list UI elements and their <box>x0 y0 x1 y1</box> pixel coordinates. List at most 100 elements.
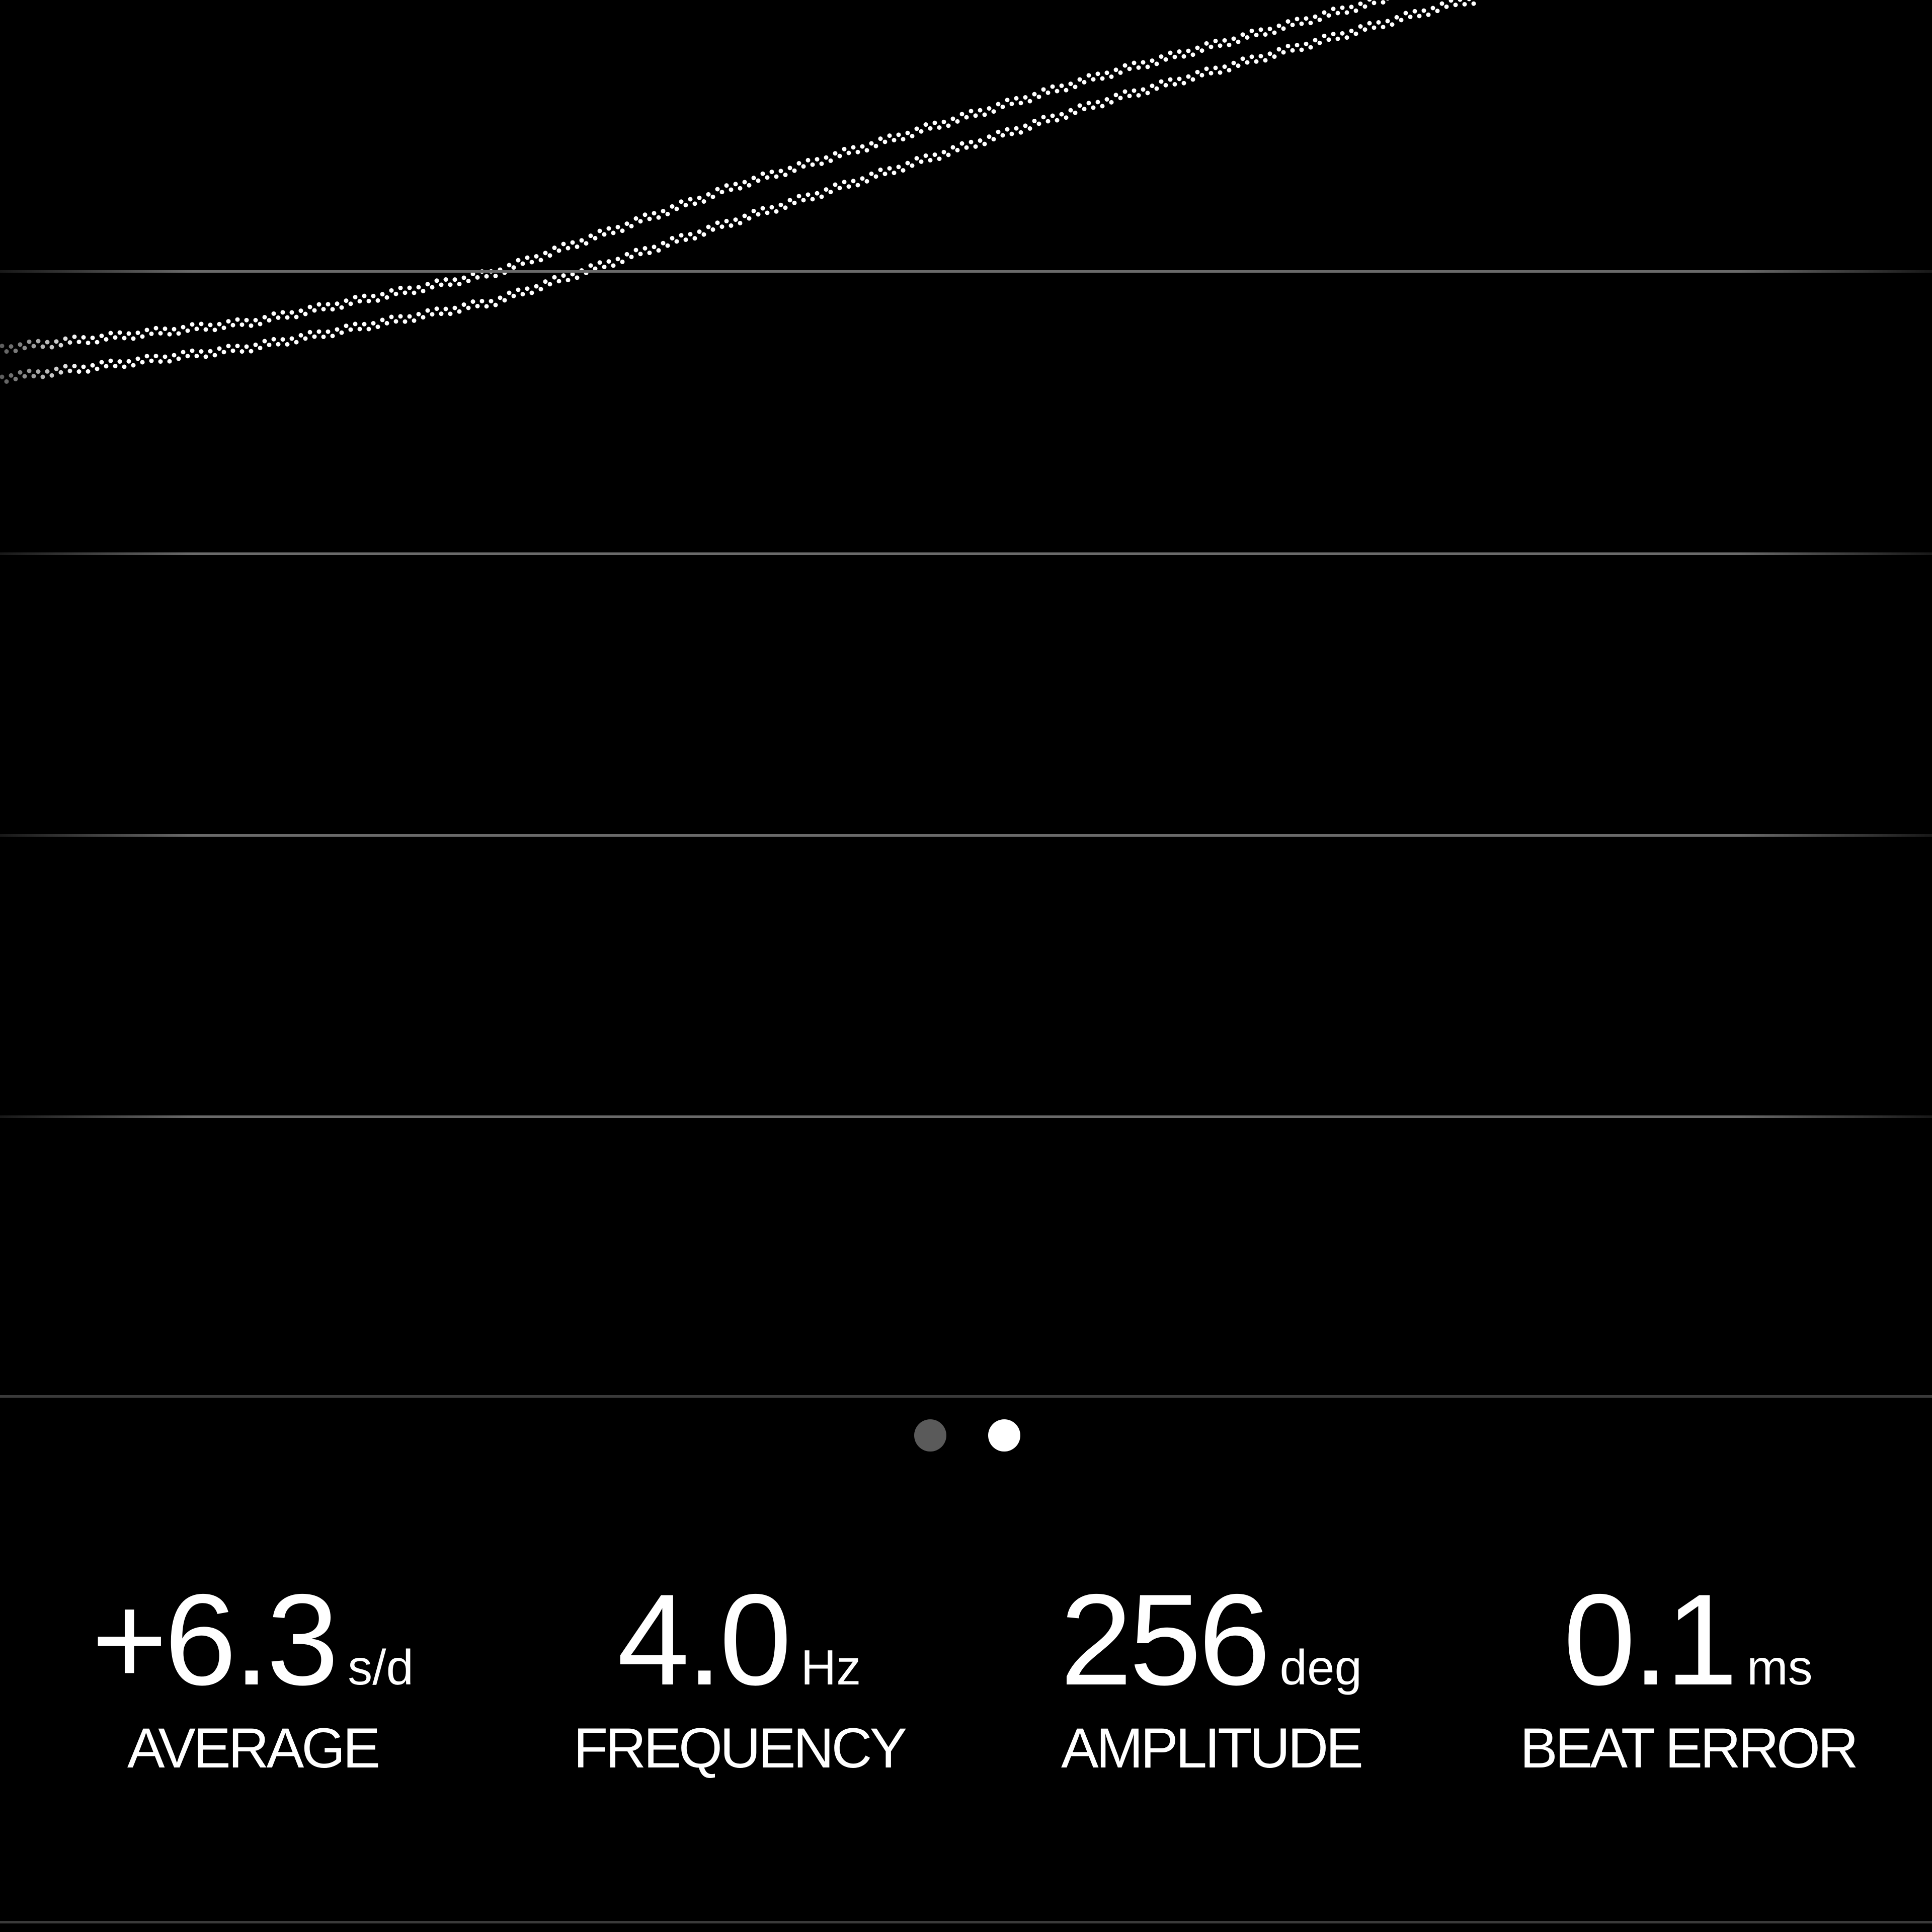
trace-point <box>452 305 457 310</box>
page-indicator[interactable] <box>0 1419 1932 1452</box>
trace-point <box>27 339 32 344</box>
trace-point <box>421 315 426 320</box>
trace-point <box>76 369 82 374</box>
trace-point <box>851 145 856 150</box>
trace-point <box>910 163 915 168</box>
trace-point <box>1045 119 1051 124</box>
trace-point <box>0 344 5 349</box>
gridline <box>0 1115 1932 1118</box>
trace-point <box>1132 88 1137 93</box>
trace-point <box>1295 43 1300 48</box>
trace-point <box>375 298 380 303</box>
trace-point <box>1050 113 1055 118</box>
bottom-divider <box>0 1921 1932 1923</box>
trace-point <box>593 266 598 271</box>
trace-point <box>1349 5 1354 10</box>
trace-point <box>1100 104 1105 109</box>
stat-label: FREQUENCY <box>573 1717 907 1780</box>
trace-point <box>1181 54 1186 59</box>
trace-point <box>665 243 670 248</box>
trace-point <box>683 237 688 242</box>
trace-point <box>1218 70 1223 75</box>
trace-point <box>1041 87 1046 92</box>
trace-point <box>901 168 906 173</box>
trace-point <box>1055 118 1060 123</box>
trace-point <box>991 137 996 142</box>
trace-point <box>824 187 829 192</box>
trace-point <box>1322 10 1327 15</box>
page-dot-1[interactable] <box>914 1419 946 1452</box>
trace-point <box>81 335 86 340</box>
trace-point <box>1281 26 1286 31</box>
trace-point <box>230 323 235 328</box>
trace-point <box>1467 0 1472 2</box>
trace-point <box>475 275 480 280</box>
trace-point <box>1304 16 1309 21</box>
trace-point <box>516 258 521 263</box>
page-dot-2-active[interactable] <box>988 1419 1020 1452</box>
trace-point <box>375 325 380 330</box>
trace-point <box>615 224 620 229</box>
trace-point <box>1381 0 1386 5</box>
trace-point <box>801 164 806 169</box>
trace-point <box>674 206 679 211</box>
trace-point <box>1186 74 1191 79</box>
trace-point <box>1412 9 1417 14</box>
trace-point <box>1005 127 1010 132</box>
trace-point <box>493 274 498 279</box>
trace-point <box>597 228 602 233</box>
trace-point <box>1340 5 1345 10</box>
trace-point <box>1190 52 1195 57</box>
trace-point <box>688 197 693 202</box>
trace-point <box>1141 60 1146 65</box>
trace-point <box>1335 11 1340 16</box>
trace-point <box>566 246 571 251</box>
trace-point <box>117 359 122 364</box>
trace-point <box>425 282 430 287</box>
trace-point <box>1113 67 1118 72</box>
trace-point <box>58 343 63 348</box>
trace-point <box>1122 89 1128 94</box>
trace-point <box>172 353 177 358</box>
trace-point <box>937 156 942 162</box>
trace-point <box>1127 94 1132 99</box>
trace-point <box>846 150 851 155</box>
trace-point <box>199 349 204 354</box>
trace-point <box>1064 115 1069 120</box>
trace-point <box>697 195 702 200</box>
trace-point <box>144 354 149 359</box>
trace-point <box>1335 36 1340 41</box>
trace-point <box>104 337 109 342</box>
trace-point <box>1172 82 1177 87</box>
trace-point <box>40 374 45 379</box>
trace-point <box>656 248 661 253</box>
trace-point <box>1240 32 1245 37</box>
trace-point <box>63 336 68 341</box>
trace-point <box>1313 14 1318 19</box>
trace-point <box>706 224 711 229</box>
trace-point <box>638 219 643 224</box>
trace-point <box>1417 14 1422 19</box>
trace-point <box>747 216 752 221</box>
trace-point <box>978 108 983 113</box>
trace-point <box>1394 15 1399 20</box>
trace-point <box>226 344 231 349</box>
trace-point <box>575 244 580 249</box>
trace-point <box>1285 19 1291 24</box>
trace-point <box>1403 11 1408 16</box>
trace-point <box>842 180 847 185</box>
trace-point <box>774 209 779 214</box>
trace-point <box>1353 31 1358 36</box>
trace-point <box>715 187 720 192</box>
trace-point <box>430 312 435 317</box>
trace-point <box>439 282 444 287</box>
trace-point <box>1005 98 1010 103</box>
trace-point <box>860 144 865 149</box>
trace-point <box>778 169 783 174</box>
trace-point <box>1109 74 1114 79</box>
trace-point <box>63 364 68 369</box>
trace-point <box>1109 100 1114 105</box>
trace-point <box>49 345 54 350</box>
trace-point <box>511 265 516 270</box>
trace-point <box>294 340 299 345</box>
